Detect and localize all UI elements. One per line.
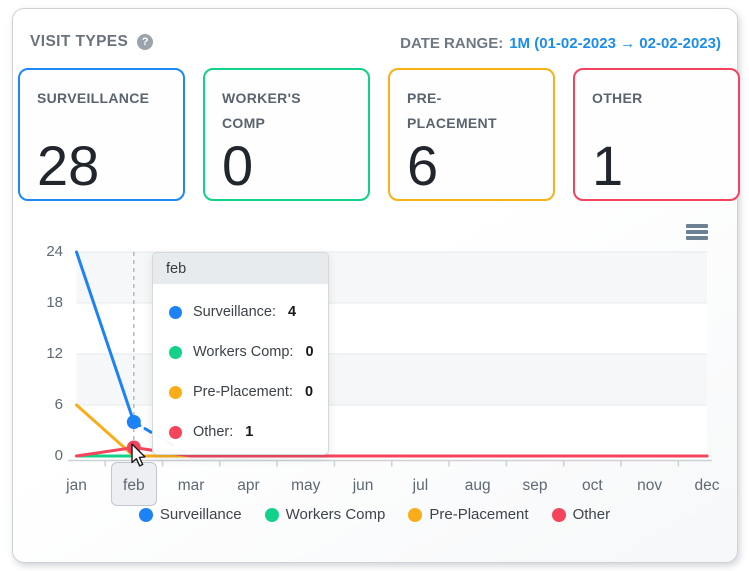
stat-card-value: 1 (592, 133, 624, 197)
x-axis-label-dec: dec (694, 477, 720, 494)
y-axis-label-18: 18 (46, 294, 63, 311)
tooltip-row: Surveillance: 4 (169, 292, 328, 332)
date-range-label: DATE RANGE: (400, 35, 504, 52)
mouse-cursor-icon (131, 443, 146, 467)
legend-label: Surveillance (159, 506, 242, 523)
tooltip-series-value: 4 (288, 304, 297, 320)
tooltip-row: Workers Comp: 0 (169, 332, 328, 372)
stat-card-title: PRE-PLACEMENT (407, 90, 497, 132)
legend-dot-icon (551, 507, 566, 522)
tooltip-row: Pre-Placement: 0 (169, 372, 328, 412)
stat-card-worker-s-comp: WORKER'S COMP 0 (203, 68, 370, 201)
tooltip-title: feb (153, 253, 328, 284)
legend-item-workers-comp[interactable]: Workers Comp (264, 506, 386, 523)
tooltip-series-label: Other: (193, 424, 234, 440)
stat-card-other: OTHER 1 (573, 68, 740, 201)
tooltip-row: Other: 1 (169, 412, 328, 452)
tooltip-series-label: Surveillance: (193, 304, 277, 320)
stat-card-value: 6 (407, 133, 439, 197)
x-axis-label-jan: jan (66, 477, 87, 494)
x-axis-label-oct: oct (582, 477, 603, 494)
legend-dot-icon (264, 507, 279, 522)
x-axis-label-may: may (291, 477, 321, 494)
stat-cards-row: SURVEILLANCE 28 WORKER'S COMP 0 PRE-PLACEMEN… (18, 68, 740, 201)
x-axis-label-aug: aug (464, 477, 491, 494)
tooltip-series-label: Pre-Placement: (193, 384, 293, 400)
date-range-value: 1M (01-02-2023 → 02-02-2023) (509, 35, 721, 52)
y-axis-label-24: 24 (46, 243, 63, 260)
y-axis-label-0: 0 (54, 447, 63, 464)
hamburger-icon (686, 236, 708, 240)
chart-tooltip: feb Surveillance: 4 Workers Comp: 0 Pre-Plac… (152, 252, 329, 455)
stat-card-value: 28 (37, 133, 100, 197)
tooltip-series-dot-icon (169, 305, 182, 319)
tooltip-rows: Surveillance: 4 Workers Comp: 0 Pre-Placemen… (153, 284, 328, 452)
x-axis-label-jul: jul (412, 477, 429, 494)
chart-legend: Surveillance Workers Comp Pre-Placement Oth… (0, 506, 749, 523)
help-icon[interactable]: ? (137, 34, 154, 50)
stat-card-title: SURVEILLANCE (37, 90, 150, 106)
x-axis-label-apr: apr (237, 477, 260, 494)
x-axis-label-box-feb[interactable] (110, 462, 157, 506)
y-axis-label-6: 6 (54, 396, 63, 413)
x-axis-label-jun: jun (352, 477, 374, 494)
stat-card-pre-placement: PRE-PLACEMENT 6 (388, 68, 555, 201)
legend-label: Pre-Placement (429, 506, 529, 523)
x-axis-label-mar: mar (177, 477, 205, 494)
legend-item-pre-placement[interactable]: Pre-Placement (408, 506, 529, 523)
legend-label: Other (572, 506, 611, 523)
tooltip-series-value: 0 (304, 384, 314, 400)
tooltip-series-value: 0 (305, 344, 314, 360)
stat-card-surveillance: SURVEILLANCE 28 (18, 68, 185, 201)
x-axis-label-sep: sep (522, 477, 548, 494)
legend-item-other[interactable]: Other (551, 506, 611, 523)
x-axis-label-feb: feb (123, 477, 145, 494)
hamburger-icon (686, 230, 708, 234)
tooltip-series-dot-icon (169, 345, 182, 359)
tooltip-series-dot-icon (169, 425, 182, 439)
legend-item-surveillance[interactable]: Surveillance (138, 506, 242, 523)
legend-dot-icon (408, 507, 423, 522)
date-range[interactable]: DATE RANGE: 1M (01-02-2023 → 02-02-2023) (400, 35, 721, 52)
legend-label: Workers Comp (285, 506, 386, 523)
stat-card-title: OTHER (592, 90, 643, 106)
panel-title: VISIT TYPES (30, 33, 129, 50)
tooltip-series-dot-icon (169, 385, 182, 399)
tooltip-series-value: 1 (245, 424, 254, 440)
y-axis-label-12: 12 (46, 345, 63, 362)
tooltip-series-label: Workers Comp: (193, 344, 294, 360)
panel-header: VISIT TYPES ? (30, 33, 154, 51)
hamburger-icon (686, 224, 708, 228)
x-axis-label-nov: nov (637, 477, 663, 494)
stat-card-title: WORKER'S COMP (222, 90, 301, 132)
stat-card-value: 0 (222, 133, 254, 197)
chart-menu-button[interactable] (686, 224, 708, 242)
legend-dot-icon (138, 507, 153, 522)
